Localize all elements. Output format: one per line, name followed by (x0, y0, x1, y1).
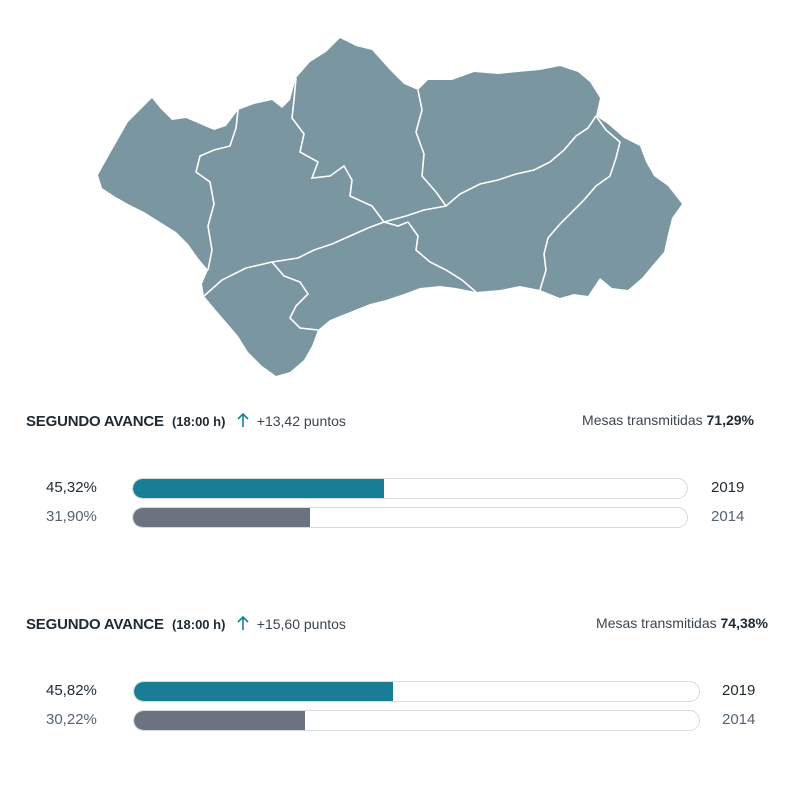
bar-row-2019: 45,32% 2019 (0, 474, 800, 503)
map-outline (98, 38, 682, 376)
avance-title: SEGUNDO AVANCE (26, 413, 164, 430)
mesas-label: Mesas transmitidas (596, 615, 717, 631)
bar-percent: 31,90% (46, 508, 97, 525)
avance-block-1: SEGUNDO AVANCE (18:00 h) +13,42 puntos M… (0, 400, 800, 532)
bar-year: 2014 (711, 508, 745, 525)
bar-fill (133, 508, 310, 527)
bar-percent: 30,22% (46, 711, 97, 728)
avance-time: (18:00 h) (171, 414, 226, 429)
bar-fill (133, 479, 385, 498)
avance-title-group: SEGUNDO AVANCE (18:00 h) +15,60 puntos (26, 615, 346, 633)
bar-fill (134, 711, 305, 730)
avance-header: SEGUNDO AVANCE (18:00 h) +13,42 puntos M… (0, 400, 800, 440)
avance-time: (18:00 h) (171, 617, 226, 632)
change-points: +13,42 puntos (256, 413, 346, 429)
arrow-up-icon (237, 615, 249, 630)
avance-block-2: SEGUNDO AVANCE (18:00 h) +15,60 puntos M… (0, 603, 800, 735)
bar-percent: 45,82% (46, 682, 97, 699)
andalucia-map (0, 0, 800, 390)
bar-year: 2019 (722, 682, 756, 699)
bar-percent: 45,32% (46, 479, 97, 496)
bar-track (132, 507, 688, 528)
avance-title-group: SEGUNDO AVANCE (18:00 h) +13,42 puntos (26, 412, 346, 430)
change-points: +15,60 puntos (256, 616, 346, 632)
arrow-up-icon (237, 412, 249, 427)
mesas-label: Mesas transmitidas (582, 412, 703, 428)
bar-track (132, 478, 688, 499)
avance-header: SEGUNDO AVANCE (18:00 h) +15,60 puntos M… (0, 603, 800, 643)
avance-title: SEGUNDO AVANCE (26, 616, 164, 633)
mesas-transmitidas: Mesas transmitidas 74,38% (596, 615, 768, 631)
bar-row-2014: 31,90% 2014 (0, 503, 800, 532)
mesas-value: 74,38% (720, 615, 768, 631)
bar-year: 2019 (711, 479, 745, 496)
bar-track (133, 710, 700, 731)
bar-track (133, 681, 700, 702)
bar-row-2014: 30,22% 2014 (0, 706, 800, 735)
map-svg (98, 38, 682, 376)
mesas-value: 71,29% (706, 412, 754, 428)
bar-fill (134, 682, 393, 701)
bar-row-2019: 45,82% 2019 (0, 677, 800, 706)
mesas-transmitidas: Mesas transmitidas 71,29% (582, 412, 754, 428)
bar-year: 2014 (722, 711, 756, 728)
province-borders (195, 77, 621, 331)
